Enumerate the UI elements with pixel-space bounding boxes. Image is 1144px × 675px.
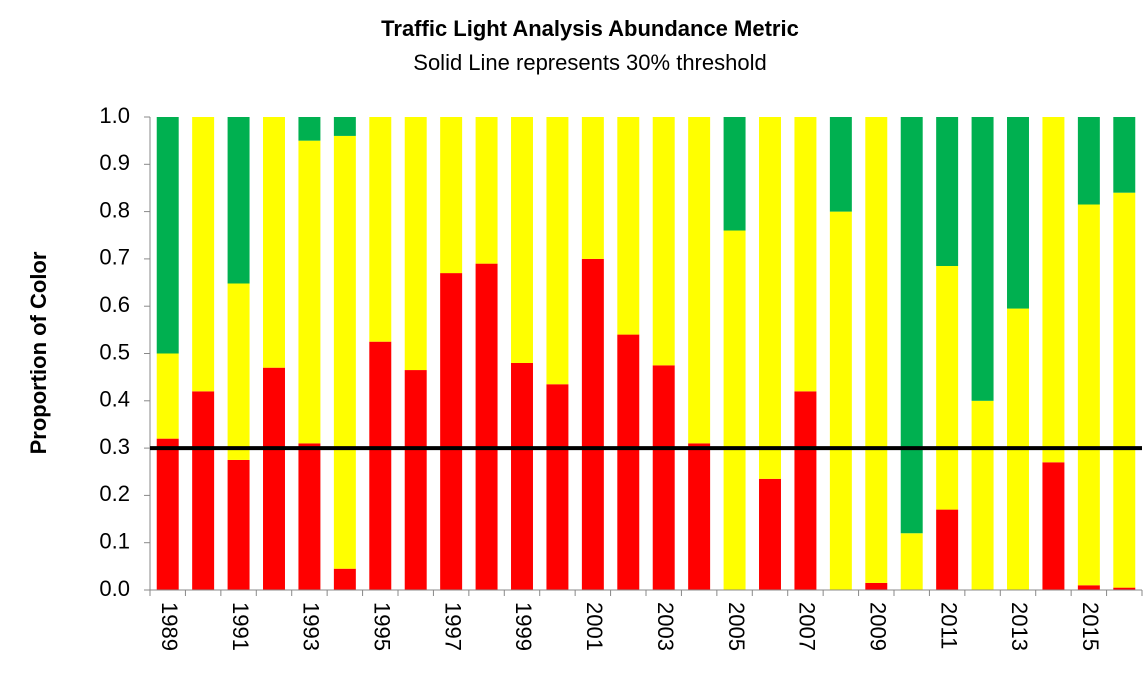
y-tick-label: 0.2 xyxy=(99,481,130,506)
bar-segment xyxy=(263,367,285,590)
y-tick-label: 0.3 xyxy=(99,434,130,459)
bar-segment xyxy=(1042,462,1065,590)
y-tick-label: 0.5 xyxy=(99,339,130,364)
y-tick-label: 0.8 xyxy=(99,197,130,222)
x-tick-label: 1997 xyxy=(440,602,465,651)
bar-segment xyxy=(475,117,498,264)
bar-segment xyxy=(759,478,781,590)
y-axis-title: Proportion of Color xyxy=(26,251,51,454)
bar-segment xyxy=(192,117,215,392)
y-tick-label: 0.9 xyxy=(99,150,130,175)
bar-segment xyxy=(298,117,321,141)
x-tick-label: 2015 xyxy=(1078,602,1103,651)
bar-segment xyxy=(865,582,888,590)
x-tick-label: 1991 xyxy=(228,602,253,651)
bar-segment xyxy=(723,230,746,590)
bar-segment xyxy=(617,334,640,590)
bar-segment xyxy=(652,117,675,366)
bar-segment xyxy=(192,391,215,590)
chart-title: Traffic Light Analysis Abundance Metric xyxy=(381,16,799,41)
bar-segment xyxy=(369,117,392,342)
bar-segment xyxy=(546,384,569,590)
bar-segment xyxy=(1077,585,1100,590)
y-tick-label: 0.0 xyxy=(99,576,130,601)
bar-segment xyxy=(1077,204,1100,586)
y-tick-label: 0.7 xyxy=(99,245,130,270)
bar-segment xyxy=(936,509,959,590)
bar-segment xyxy=(227,117,250,284)
x-tick-label: 2007 xyxy=(795,602,820,651)
bar-segment xyxy=(156,353,179,439)
bar-segment xyxy=(475,263,498,590)
bar-segment xyxy=(440,273,463,590)
x-tick-label: 2009 xyxy=(865,602,890,651)
bar-segment xyxy=(900,117,923,534)
y-tick-label: 0.6 xyxy=(99,292,130,317)
bar-segment xyxy=(546,117,569,385)
bar-segment xyxy=(581,117,604,259)
x-tick-label: 1995 xyxy=(369,602,394,651)
bar-segment xyxy=(794,391,817,590)
bar-segment xyxy=(1042,117,1065,463)
bar-segment xyxy=(1077,117,1100,205)
bar-segment xyxy=(227,459,250,590)
bar-segment xyxy=(369,341,392,590)
bar-segment xyxy=(723,117,746,231)
bar-segment xyxy=(936,117,959,266)
bar-segment xyxy=(688,117,711,444)
bar-segment xyxy=(404,370,427,590)
bar-segment xyxy=(936,265,959,510)
chart-subtitle: Solid Line represents 30% threshold xyxy=(413,50,766,75)
bar-segment xyxy=(511,362,533,590)
bar-segment xyxy=(971,400,994,590)
bar-segment xyxy=(652,365,675,590)
bar-segment xyxy=(1113,117,1136,193)
bar-segment xyxy=(581,258,604,590)
bar-segment xyxy=(333,117,356,136)
bar-segment xyxy=(263,117,285,368)
x-tick-label: 1999 xyxy=(511,602,536,651)
bar-segment xyxy=(1113,192,1136,588)
y-tick-label: 0.1 xyxy=(99,529,130,554)
x-tick-label: 2003 xyxy=(653,602,678,651)
bar-segment xyxy=(511,117,533,363)
bar-segment xyxy=(404,117,427,371)
bar-segment xyxy=(156,438,179,590)
y-tick-label: 1.0 xyxy=(99,103,130,128)
bar-segment xyxy=(829,211,852,590)
bar-segment xyxy=(900,533,923,590)
bar-segment xyxy=(1113,587,1136,590)
x-tick-label: 1993 xyxy=(299,602,324,651)
y-tick-label: 0.4 xyxy=(99,387,130,412)
bar-segment xyxy=(298,443,321,590)
bar-segment xyxy=(227,283,250,460)
bar-segment xyxy=(617,117,640,335)
bar-segment xyxy=(440,117,463,274)
bar-segment xyxy=(333,135,356,569)
x-tick-label: 2001 xyxy=(582,602,607,651)
bar-segment xyxy=(829,117,852,212)
bar-segment xyxy=(971,117,994,401)
bar-segment xyxy=(759,117,781,479)
bar-segment xyxy=(156,117,179,354)
bar-segment xyxy=(688,443,711,590)
x-tick-label: 2011 xyxy=(936,602,961,649)
bar-segment xyxy=(794,117,817,392)
x-tick-label: 1989 xyxy=(157,602,182,651)
bar-segment xyxy=(298,140,321,444)
x-tick-label: 2005 xyxy=(724,602,749,651)
bar-segment xyxy=(865,117,888,583)
x-tick-label: 2013 xyxy=(1007,602,1032,651)
bar-segment xyxy=(1007,117,1029,309)
bar-segment xyxy=(333,568,356,590)
